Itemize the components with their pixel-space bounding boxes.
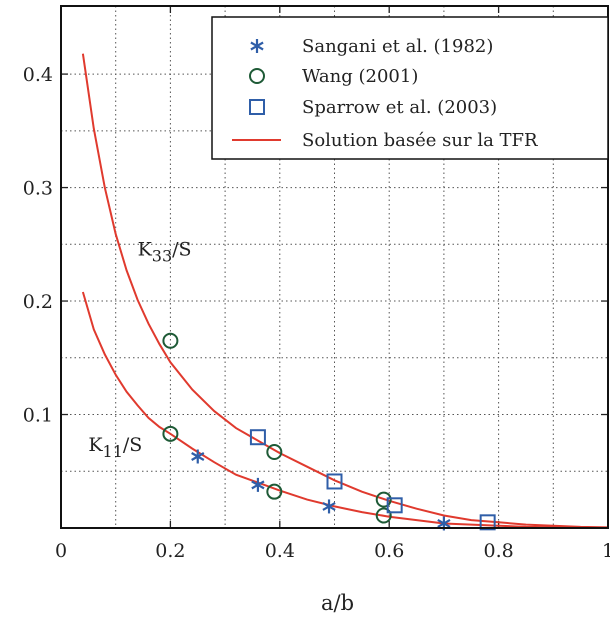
legend-entry-label: Solution basée sur la TFR: [302, 130, 538, 151]
x-tick-label: 0.2: [155, 540, 185, 562]
series-square: [249, 429, 496, 531]
series-asterisk: [191, 449, 451, 531]
data-point: [322, 499, 336, 514]
data-point: [386, 497, 403, 514]
curve-label-11: K11/S: [88, 434, 142, 461]
legend-entry-label: Wang (2001): [302, 66, 418, 87]
data-point: [266, 443, 283, 460]
data-point: [162, 425, 179, 442]
legend: Sangani et al. (1982) Wang (2001) Sparrow …: [211, 16, 609, 160]
axes-frame: [60, 5, 609, 529]
x-tick-label: 0: [55, 540, 67, 562]
data-point: [375, 507, 392, 524]
x-tick-label: 0.4: [265, 540, 295, 562]
data-point: [191, 449, 205, 464]
legend-circle-swatch: [249, 68, 265, 84]
x-tick-label: 1: [602, 540, 610, 562]
y-tick-label: 0.3: [23, 178, 53, 200]
data-point: [266, 483, 283, 500]
data-point: [162, 332, 179, 349]
legend-entry-label: Sparrow et al. (2003): [302, 97, 497, 118]
x-tick-label: 0.6: [374, 540, 404, 562]
data-point: [251, 477, 265, 492]
legend-entry-label: Sangani et al. (1982): [302, 36, 493, 57]
legend-square-swatch: [249, 99, 265, 115]
y-tick-label: 0.1: [23, 405, 53, 427]
y-tick-label: 0.4: [23, 64, 53, 86]
legend-box: [211, 16, 609, 160]
data-point: [249, 429, 266, 446]
series-circle: [162, 332, 392, 524]
data-point: [479, 514, 496, 531]
curve-label-33: K33/S: [138, 239, 192, 266]
legend-asterisk-swatch: [250, 39, 264, 53]
x-axis-label: a/b: [321, 591, 354, 615]
data-point: [326, 473, 343, 490]
y-tick-label: 0.2: [23, 291, 53, 313]
data-point: [375, 491, 392, 508]
x-tick-label: 0.8: [483, 540, 513, 562]
